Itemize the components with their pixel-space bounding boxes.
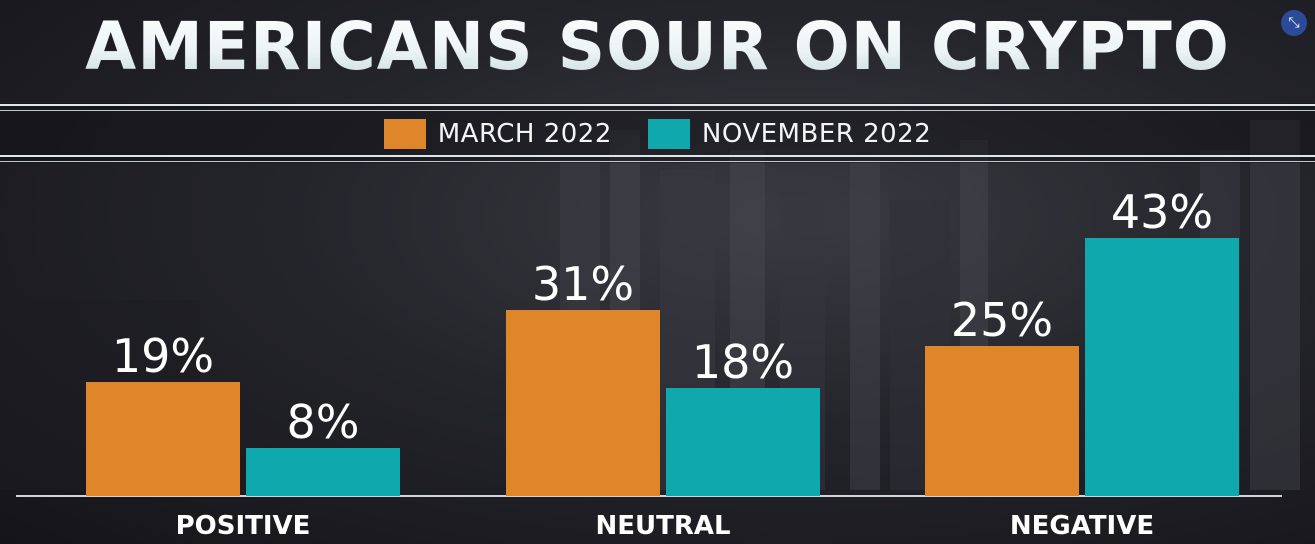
- category-label-neutral: NEUTRAL: [595, 511, 730, 541]
- data-label-negative-march-2022: 25%: [951, 293, 1053, 347]
- title-divider-bottom: [0, 110, 1315, 111]
- category-label-negative: NEGATIVE: [1010, 511, 1154, 541]
- legend-item-november-2022: NOVEMBER 2022: [647, 119, 932, 149]
- category-label-positive: POSITIVE: [176, 511, 311, 541]
- data-label-positive-march-2022: 19%: [112, 329, 214, 383]
- data-label-negative-november-2022: 43%: [1111, 185, 1213, 239]
- bar-neutral-november-2022: [666, 388, 820, 496]
- legend-item-march-2022: MARCH 2022: [383, 119, 612, 149]
- bar-neutral-march-2022: [506, 310, 660, 496]
- legend-swatch-november-2022: [647, 119, 690, 149]
- page-title: AMERICANS SOUR ON CRYPTO: [0, 8, 1315, 85]
- bar-negative-november-2022: [1085, 238, 1239, 496]
- data-label-neutral-march-2022: 31%: [532, 257, 634, 311]
- bar-positive-november-2022: [246, 448, 400, 496]
- data-label-neutral-november-2022: 18%: [692, 335, 794, 389]
- collapse-button[interactable]: ⤡: [1281, 10, 1307, 36]
- legend-label-november-2022: NOVEMBER 2022: [701, 119, 932, 149]
- legend-divider-top: [0, 155, 1315, 157]
- legend-label-march-2022: MARCH 2022: [437, 119, 612, 149]
- data-label-positive-november-2022: 8%: [287, 395, 360, 449]
- chart-legend: MARCH 2022 NOVEMBER 2022: [0, 116, 1315, 152]
- collapse-arrows-icon: ⤡: [1288, 15, 1300, 31]
- bar-positive-march-2022: [86, 382, 240, 496]
- bar-negative-march-2022: [925, 346, 1079, 496]
- legend-divider-bottom: [0, 161, 1315, 162]
- title-divider-top: [0, 104, 1315, 106]
- legend-swatch-march-2022: [383, 119, 426, 149]
